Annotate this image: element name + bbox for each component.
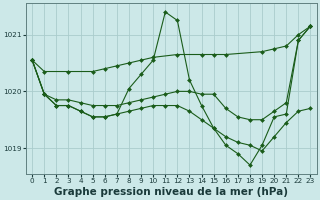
- X-axis label: Graphe pression niveau de la mer (hPa): Graphe pression niveau de la mer (hPa): [54, 187, 288, 197]
